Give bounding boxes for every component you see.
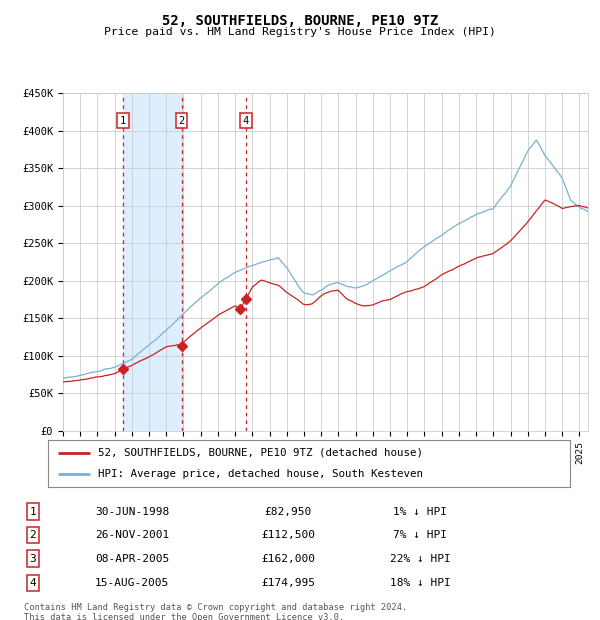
Text: HPI: Average price, detached house, South Kesteven: HPI: Average price, detached house, Sout… [98,469,422,479]
Text: £174,995: £174,995 [261,578,315,588]
Text: 2: 2 [29,530,37,540]
Text: 15-AUG-2005: 15-AUG-2005 [95,578,169,588]
Text: 30-JUN-1998: 30-JUN-1998 [95,507,169,516]
Text: 1% ↓ HPI: 1% ↓ HPI [393,507,447,516]
Text: 22% ↓ HPI: 22% ↓ HPI [389,554,451,564]
Text: 1: 1 [120,116,127,126]
Text: £162,000: £162,000 [261,554,315,564]
Text: 52, SOUTHFIELDS, BOURNE, PE10 9TZ (detached house): 52, SOUTHFIELDS, BOURNE, PE10 9TZ (detac… [98,448,422,458]
Text: £112,500: £112,500 [261,530,315,540]
Text: 26-NOV-2001: 26-NOV-2001 [95,530,169,540]
Text: 1: 1 [29,507,37,516]
Text: 52, SOUTHFIELDS, BOURNE, PE10 9TZ: 52, SOUTHFIELDS, BOURNE, PE10 9TZ [162,14,438,28]
Text: 7% ↓ HPI: 7% ↓ HPI [393,530,447,540]
Text: 18% ↓ HPI: 18% ↓ HPI [389,578,451,588]
Text: £82,950: £82,950 [265,507,311,516]
Text: Price paid vs. HM Land Registry's House Price Index (HPI): Price paid vs. HM Land Registry's House … [104,27,496,37]
Text: 2: 2 [179,116,185,126]
Bar [123,93,182,431]
Text: Contains HM Land Registry data © Crown copyright and database right 2024.
This d: Contains HM Land Registry data © Crown c… [24,603,407,620]
Text: 3: 3 [29,554,37,564]
Text: 08-APR-2005: 08-APR-2005 [95,554,169,564]
Text: 4: 4 [242,116,249,126]
Text: 4: 4 [29,578,37,588]
